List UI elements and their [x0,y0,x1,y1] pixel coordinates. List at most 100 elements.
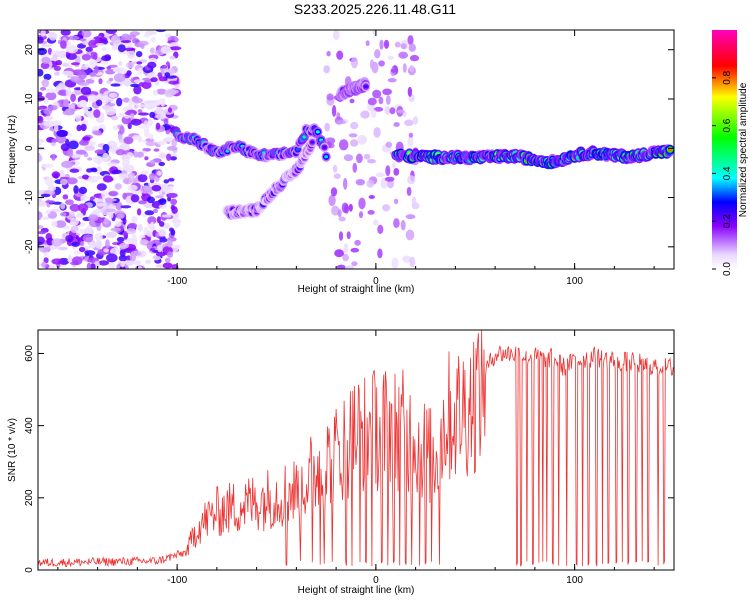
noise-blob [111,169,122,174]
spectrogram-x-axis-label: Height of straight line (km) [298,284,415,295]
noise-blob [111,45,118,51]
noise-blob [38,115,44,124]
noise-blob [162,262,173,269]
noise-blob [407,35,414,46]
noise-blob [38,111,42,117]
noise-blob [79,38,86,42]
noise-blob [393,198,399,205]
noise-blob [127,200,134,205]
noise-blob [140,43,145,49]
noise-blob [382,88,392,96]
noise-blob [377,248,383,259]
noise-blob [127,122,132,130]
noise-blob [137,112,150,116]
noise-blob [57,246,68,251]
noise-blob [122,158,130,166]
noise-blob [407,135,414,147]
noise-blob [100,112,105,121]
noise-blob [95,43,105,47]
noise-blob [38,147,46,151]
noise-blob [124,47,136,51]
noise-blob [370,109,377,118]
noise-blob [384,176,395,182]
noise-blob [357,134,368,145]
noise-blob [332,164,338,173]
noise-blob [117,44,126,53]
snr-x-tick-label: -100 [167,575,187,586]
snr-series-line [38,330,674,568]
noise-blob [149,159,156,165]
noise-blob [393,218,400,229]
noise-blob [394,41,401,48]
noise-blob [115,149,126,156]
noise-blob [81,64,89,70]
noise-blob [409,256,416,268]
noise-blob [102,152,109,161]
noise-blob [159,221,165,227]
noise-blob [127,172,135,180]
noise-blob [92,155,104,164]
noise-blob [82,234,94,243]
noise-blob [119,266,126,269]
noise-blob [61,70,74,76]
noise-blob [358,211,364,219]
noise-blob [116,213,125,219]
noise-blob [158,204,167,209]
noise-blob [63,98,70,108]
noise-blob [143,132,151,138]
noise-blob [412,116,419,125]
noise-blob [89,59,98,68]
noise-blob [38,106,44,111]
noise-blob [397,109,405,114]
snr-y-tick-label: 0 [24,567,35,573]
noise-blob [349,98,355,104]
noise-blob [45,88,56,94]
noise-blob [84,145,95,151]
noise-blob [94,65,99,74]
noise-blob [136,104,147,108]
spectrogram-y-tick-label: 10 [24,93,35,105]
noise-blob [51,154,56,161]
noise-blob [140,185,153,193]
noise-blob [164,72,171,77]
noise-blob [167,107,173,113]
noise-blob [127,49,136,59]
noise-blob [346,231,351,240]
noise-blob [101,55,111,62]
noise-blob [168,177,175,182]
noise-blob [378,96,384,105]
noise-blob [137,67,143,76]
colorbar-tick-label: 0.0 [722,262,733,276]
noise-blob [55,60,62,66]
noise-blob [88,39,100,48]
noise-blob [112,67,121,73]
colorbar-axis: 0.0 0.2 0.4 0.6 0.8 [712,70,733,276]
noise-blob [132,177,137,184]
noise-blob [95,240,103,249]
noise-blob [136,61,143,65]
noise-blob [90,263,96,269]
noise-blob [56,129,68,138]
noise-blob [336,120,347,125]
noise-blob [67,148,74,158]
noise-blob [38,230,46,235]
noise-blob [101,190,108,200]
noise-blob [120,40,132,44]
noise-blob [368,195,375,199]
noise-blob [150,77,158,83]
noise-blob [65,87,72,97]
noise-blob [163,118,169,125]
noise-blob [80,197,86,202]
noise-blob [65,235,74,243]
noise-blob [113,73,126,82]
noise-blob [405,229,415,241]
noise-blob [62,194,69,200]
snr-y-axis-label: SNR (10 * v/v) [7,418,18,482]
noise-blob [105,239,110,249]
snr-y-tick-label: 400 [24,417,35,434]
spectrogram-y-axis-label: Frequency (Hz) [7,115,18,184]
colorbar-tick-label: 0.2 [722,214,733,228]
noise-blob [71,62,80,66]
noise-blob [67,61,73,70]
noise-blob [126,61,134,69]
